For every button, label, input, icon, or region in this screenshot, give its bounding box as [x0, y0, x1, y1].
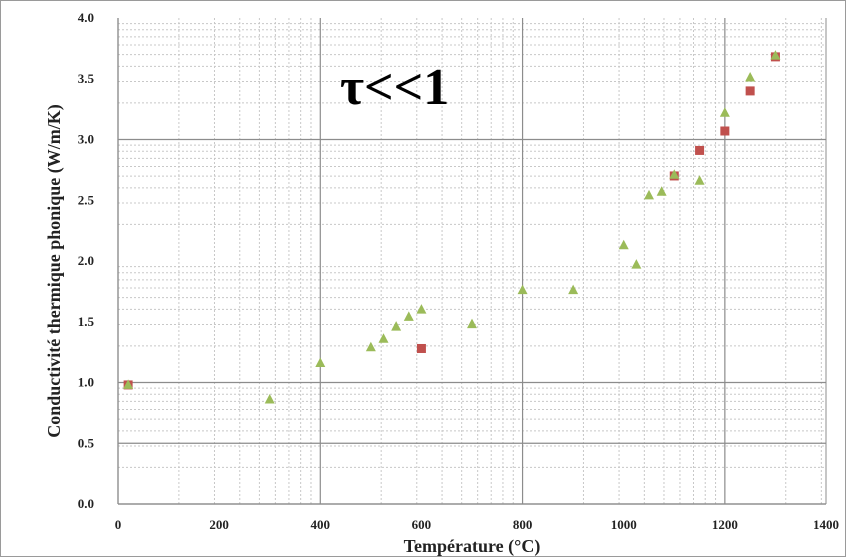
x-tick-label: 600 — [412, 517, 432, 532]
y-tick-label: 4.0 — [78, 10, 94, 25]
annotation-label: τ<<1 — [340, 59, 449, 116]
x-tick-label: 1000 — [611, 517, 637, 532]
triangle-marker — [467, 318, 477, 329]
triangle-marker — [669, 169, 680, 179]
triangle-marker — [391, 321, 402, 331]
square-marker — [416, 343, 426, 353]
y-tick-label: 2.5 — [78, 192, 95, 207]
triangle-marker — [403, 311, 414, 321]
x-tick-label: 400 — [311, 517, 331, 532]
major-gridlines — [117, 18, 827, 505]
y-axis-title: Conductivité thermique phonique (W/m/K) — [44, 104, 65, 438]
triangle-marker — [568, 284, 579, 295]
y-tick-label: 0.5 — [78, 435, 95, 450]
y-tick-label: 1.0 — [78, 375, 94, 390]
triangle-marker — [631, 259, 642, 269]
square-marker — [720, 126, 730, 136]
data-points — [123, 50, 781, 404]
triangle-marker — [770, 50, 781, 60]
x-tick-label: 200 — [209, 517, 229, 532]
triangle-marker — [644, 189, 654, 200]
x-tick-label: 800 — [513, 517, 533, 532]
x-tick-label: 0 — [115, 517, 122, 532]
y-tick-label: 3.5 — [78, 71, 95, 86]
triangle-marker — [416, 304, 427, 314]
y-tick-label: 0.0 — [78, 496, 94, 511]
x-tick-labels: 0 200 400 600 800 1000 1200 1400 — [115, 517, 839, 532]
y-tick-label: 2.0 — [78, 253, 94, 268]
triangle-marker — [745, 72, 756, 82]
triangle-marker — [315, 357, 326, 368]
triangle-marker — [378, 333, 389, 343]
triangle-marker — [656, 186, 667, 196]
triangle-marker — [365, 341, 376, 352]
triangle-marker — [517, 284, 528, 295]
triangle-marker — [618, 239, 629, 250]
triangle-marker — [123, 379, 134, 389]
y-tick-label: 1.5 — [78, 314, 95, 329]
triangle-marker — [694, 175, 705, 185]
square-marker — [745, 86, 755, 96]
triangle-marker — [719, 107, 730, 117]
x-axis-title: Température (°C) — [404, 536, 541, 557]
x-tick-label: 1400 — [813, 517, 839, 532]
minor-gridlines — [118, 18, 826, 504]
x-tick-label: 1200 — [712, 517, 738, 532]
y-tick-labels: 0.0 0.5 1.0 1.5 2.0 2.5 3.0 3.5 4.0 — [78, 10, 95, 511]
square-marker — [695, 145, 705, 155]
y-tick-label: 3.0 — [78, 132, 94, 147]
triangle-marker — [264, 394, 275, 404]
